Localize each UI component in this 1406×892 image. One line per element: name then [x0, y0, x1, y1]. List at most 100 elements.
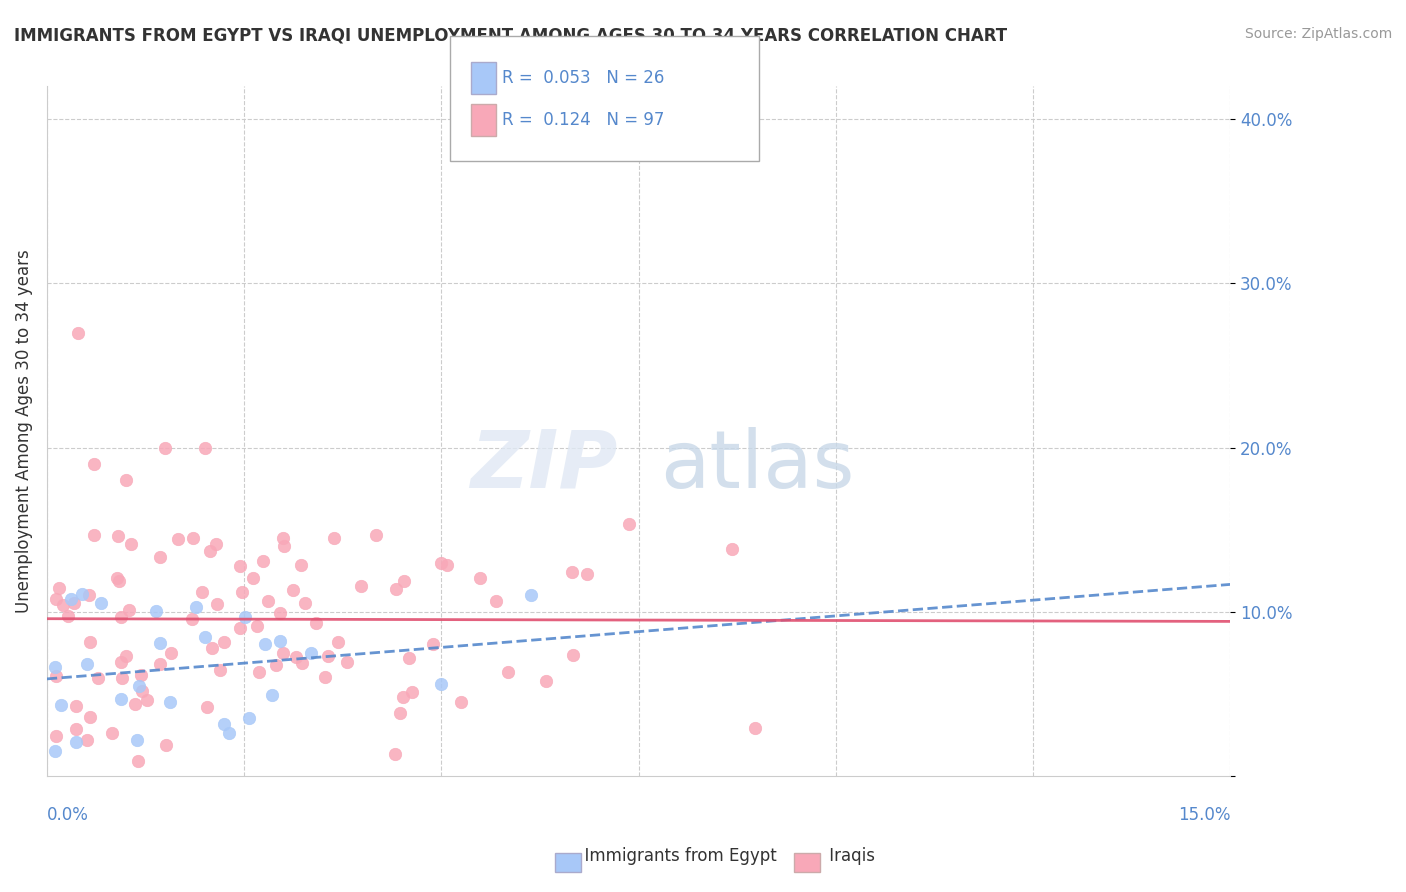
Point: [125, 733, 148, 747]
Point: [242, 571, 264, 585]
Point: [498, 665, 520, 679]
Point: [328, 635, 350, 649]
Point: [214, 635, 236, 649]
Point: [100, 726, 122, 740]
Point: [131, 667, 153, 681]
Point: [194, 630, 217, 644]
Point: [229, 621, 252, 635]
Point: [70, 587, 93, 601]
Point: [207, 597, 229, 611]
Point: [186, 600, 208, 615]
Point: [561, 648, 583, 662]
Point: [468, 571, 491, 585]
Point: [128, 679, 150, 693]
Point: [534, 673, 557, 688]
Point: [56, 608, 79, 623]
Point: [155, 738, 177, 752]
Point: [257, 594, 280, 608]
Point: [436, 558, 458, 573]
Point: [48, 582, 70, 596]
Point: [45, 729, 67, 743]
Point: [269, 606, 291, 620]
Point: [619, 516, 641, 531]
Point: [384, 747, 406, 761]
Point: [485, 594, 508, 608]
Point: [114, 474, 136, 488]
Point: [124, 697, 146, 711]
Point: [398, 651, 420, 665]
Point: [63, 596, 86, 610]
Point: [336, 655, 359, 669]
Text: Immigrants from Egypt          Iraqis: Immigrants from Egypt Iraqis: [531, 847, 875, 865]
Point: [392, 690, 415, 705]
Point: [271, 646, 294, 660]
Point: [44, 744, 66, 758]
Point: [115, 648, 138, 663]
Point: [160, 646, 183, 660]
Point: [120, 537, 142, 551]
Point: [392, 574, 415, 589]
Point: [117, 603, 139, 617]
Point: [107, 529, 129, 543]
Point: [110, 655, 132, 669]
Point: [45, 591, 67, 606]
Y-axis label: Unemployment Among Ages 30 to 34 years: Unemployment Among Ages 30 to 34 years: [15, 250, 32, 613]
Point: [149, 636, 172, 650]
Point: [87, 671, 110, 685]
Point: [291, 656, 314, 670]
Point: [575, 566, 598, 581]
Point: [181, 612, 204, 626]
Point: [212, 717, 235, 731]
Point: [67, 326, 90, 340]
Text: 15.0%: 15.0%: [1178, 805, 1230, 823]
Point: [148, 657, 170, 671]
Text: R =  0.124   N = 97: R = 0.124 N = 97: [502, 111, 664, 128]
Point: [208, 663, 231, 677]
Point: [110, 609, 132, 624]
Point: [271, 531, 294, 545]
Point: [561, 565, 583, 579]
Point: [79, 634, 101, 648]
Point: [60, 592, 83, 607]
Point: [281, 582, 304, 597]
Point: [389, 706, 412, 720]
Point: [83, 528, 105, 542]
Point: [65, 735, 87, 749]
Text: atlas: atlas: [659, 426, 855, 505]
Point: [145, 604, 167, 618]
Point: [51, 698, 73, 712]
Point: [305, 616, 328, 631]
Point: [229, 559, 252, 574]
Point: [181, 531, 204, 545]
Text: R =  0.053   N = 26: R = 0.053 N = 26: [502, 69, 664, 87]
Point: [299, 646, 322, 660]
Point: [136, 693, 159, 707]
Point: [194, 441, 217, 455]
Point: [44, 659, 66, 673]
Point: [79, 710, 101, 724]
Point: [323, 531, 346, 545]
Point: [127, 754, 149, 768]
Point: [349, 579, 371, 593]
Point: [195, 699, 218, 714]
Point: [105, 571, 128, 585]
Point: [744, 721, 766, 735]
Point: [519, 588, 541, 602]
Point: [110, 691, 132, 706]
Text: ZIP: ZIP: [470, 426, 617, 505]
Point: [273, 539, 295, 553]
Text: Source: ZipAtlas.com: Source: ZipAtlas.com: [1244, 27, 1392, 41]
Point: [159, 695, 181, 709]
Point: [366, 528, 388, 542]
Point: [111, 671, 134, 685]
Point: [77, 588, 100, 602]
Point: [200, 641, 222, 656]
Point: [155, 441, 177, 455]
Point: [385, 582, 408, 597]
Point: [269, 634, 291, 648]
Point: [149, 549, 172, 564]
Point: [401, 685, 423, 699]
Point: [262, 688, 284, 702]
Point: [218, 726, 240, 740]
Point: [314, 670, 336, 684]
